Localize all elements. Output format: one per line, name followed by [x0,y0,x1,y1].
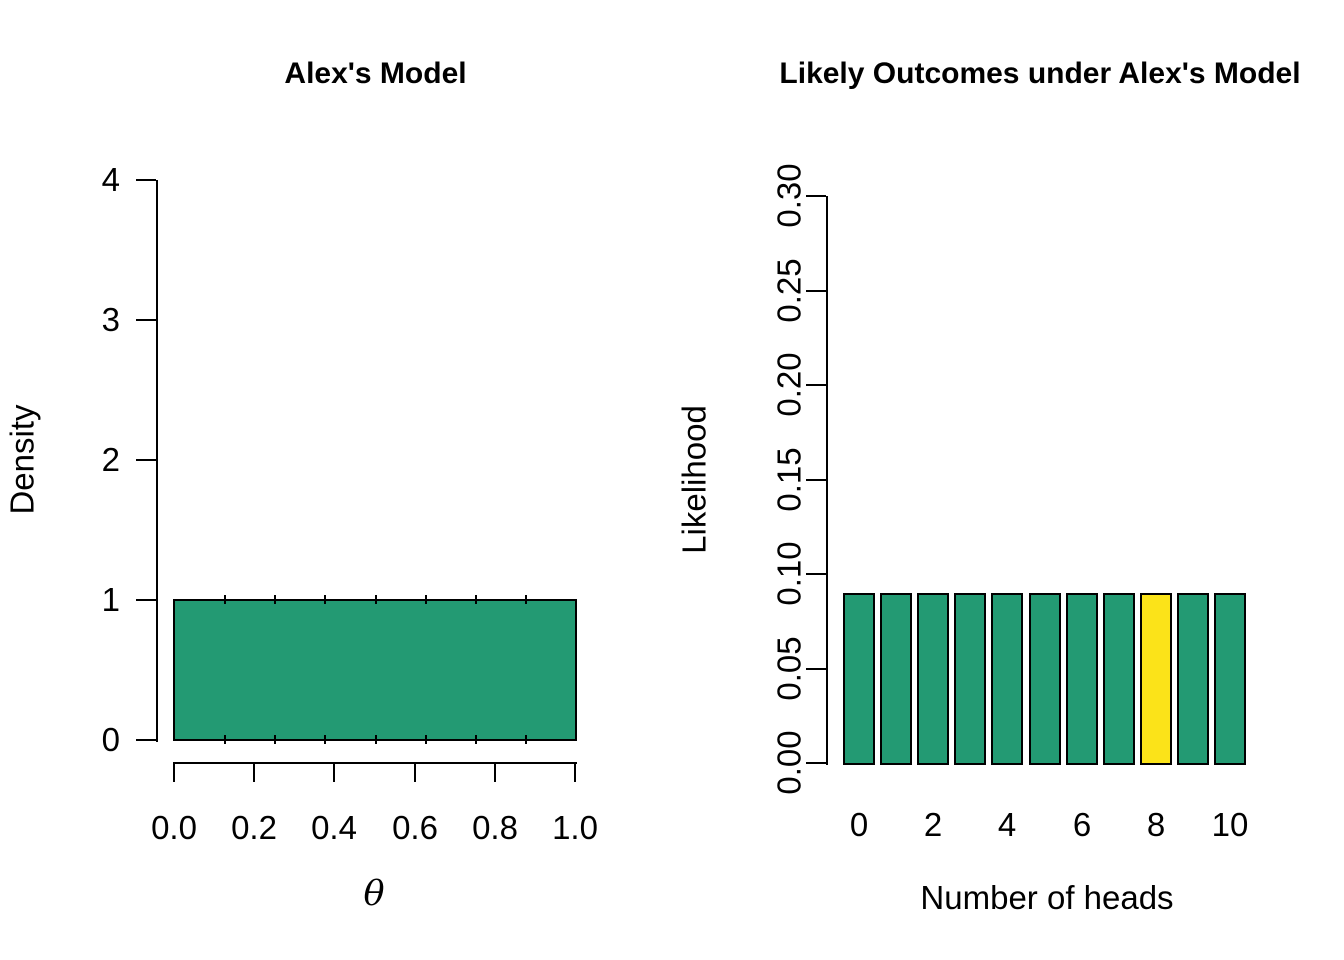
bin-edge-tick-top [375,595,377,604]
right-y-tick [806,479,826,481]
left-y-tick-label: 1 [101,581,120,618]
bin-edge-tick-top [224,595,226,604]
right-y-tick-label: 0.00 [770,730,808,795]
left-x-tick [333,762,335,782]
bar-4 [991,593,1023,765]
left-x-tick-label: 0.4 [311,809,357,846]
right-y-axis-label: Likelihood [675,405,713,554]
right-x-tick-label: 10 [1211,806,1249,843]
bin-edge-tick-bottom [525,735,527,744]
bar-8 [1140,593,1172,765]
bar-10 [1214,593,1246,765]
left-x-tick [173,762,175,782]
right-x-tick-label: 8 [1146,806,1166,843]
bin-edge-tick-bottom [224,735,226,744]
bar-5 [1029,593,1061,765]
right-y-tick [806,668,826,670]
right-x-tick-label: 4 [997,806,1017,843]
bar-1 [880,593,912,765]
right-y-tick-label: 0.25 [770,258,808,323]
right-y-tick-label: 0.15 [770,447,808,512]
right-x-tick-label: 6 [1072,806,1092,843]
left-x-tick-label: 0.0 [151,809,197,846]
bin-edge-tick-bottom [274,735,276,744]
right-y-axis-line [826,196,828,765]
left-plot-title: Alex's Model [284,57,467,90]
left-y-tick [136,319,156,321]
left-y-tick [136,459,156,461]
left-y-tick-label: 2 [101,441,120,478]
bin-edge-tick-top [324,595,326,604]
bar-2 [917,593,949,765]
bar-3 [954,593,986,765]
right-plot-title: Likely Outcomes under Alex's Model [779,57,1301,90]
bin-edge-tick-top [274,595,276,604]
left-x-tick-label: 0.8 [472,809,518,846]
density-rect [173,599,577,741]
left-x-tick-label: 1.0 [552,809,598,846]
left-x-tick [574,762,576,782]
bar-9 [1177,593,1209,765]
left-x-tick [414,762,416,782]
right-y-tick-label: 0.10 [770,541,808,606]
right-y-tick [806,762,826,764]
right-y-tick [806,573,826,575]
left-x-tick-label: 0.2 [231,809,277,846]
right-y-tick-label: 0.05 [770,636,808,701]
right-y-tick [806,384,826,386]
left-y-axis-label: Density [3,404,41,515]
bin-edge-tick-top [525,595,527,604]
left-y-tick-label: 0 [101,721,120,758]
bar-6 [1066,593,1098,765]
right-x-axis-label: Number of heads [920,879,1174,916]
bin-edge-tick-bottom [375,735,377,744]
bin-edge-tick-bottom [324,735,326,744]
bin-edge-tick-bottom [475,735,477,744]
bin-edge-tick-top [425,595,427,604]
bar-7 [1103,593,1135,765]
right-y-tick-label: 0.20 [770,352,808,417]
left-y-tick [136,179,156,181]
right-y-tick [806,195,826,197]
left-x-tick [494,762,496,782]
bin-edge-tick-bottom [425,735,427,744]
right-x-tick-label: 0 [849,806,869,843]
left-x-axis-line [174,762,577,764]
left-y-tick [136,599,156,601]
left-y-tick-label: 4 [101,161,120,198]
left-x-tick [253,762,255,782]
bin-edge-tick-top [475,595,477,604]
right-y-tick-label: 0.30 [770,163,808,228]
left-x-axis-label: θ [363,874,385,914]
left-y-tick [136,739,156,741]
left-y-axis-line [156,180,158,742]
right-y-tick [806,290,826,292]
right-x-tick-label: 2 [923,806,943,843]
bar-0 [843,593,875,765]
left-y-tick-label: 3 [101,301,120,338]
left-x-tick-label: 0.6 [392,809,438,846]
